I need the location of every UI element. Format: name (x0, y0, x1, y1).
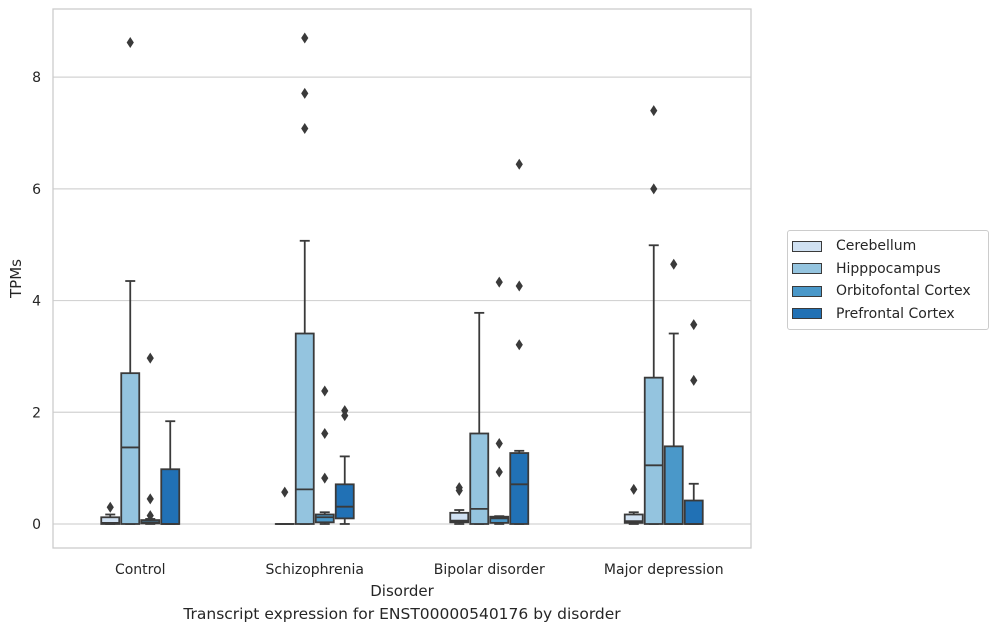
box (314, 385, 335, 525)
x-tick-labels: Control Schizophrenia Bipolar disorder Majo… (115, 562, 724, 578)
box-plot-area (100, 32, 704, 525)
outlier-point (301, 123, 309, 135)
legend-label: Hipppocampus (836, 260, 941, 277)
outlier-point (321, 385, 329, 397)
outlier-point (670, 258, 678, 270)
box-iqr (294, 332, 315, 525)
box-iqr (643, 376, 664, 525)
legend: Cerebellum Hipppocampus Orbitofontal Corte… (787, 230, 989, 330)
legend-label: Orbitofontal Cortex (836, 283, 971, 300)
box-iqr (449, 511, 470, 524)
outlier-point (301, 32, 309, 44)
box (449, 482, 470, 525)
y-tick-label: 0 (32, 517, 41, 533)
box-iqr (334, 483, 355, 520)
y-tick-label: 2 (32, 405, 41, 421)
box-iqr (314, 513, 335, 524)
y-axis-label: TPMs (7, 259, 25, 299)
outlier-point (455, 482, 463, 494)
box (334, 405, 355, 525)
x-tick-label: Control (115, 562, 166, 578)
outlier-point (630, 483, 638, 495)
outlier-point (495, 276, 503, 288)
x-tick-label: Major depression (604, 562, 724, 578)
legend-label: Prefrontal Cortex (836, 305, 955, 322)
box-iqr (160, 468, 181, 525)
box-iqr (469, 432, 490, 525)
box (120, 37, 141, 525)
legend-item: Orbitofontal Cortex (788, 280, 988, 303)
y-tick-label: 8 (32, 70, 41, 86)
box (469, 311, 490, 525)
outlier-point (515, 158, 523, 170)
axes-frame (52, 8, 752, 549)
box (274, 486, 295, 525)
box (140, 352, 161, 525)
y-tick-label: 6 (32, 182, 41, 198)
outlier-point (321, 472, 329, 484)
box-iqr (663, 445, 684, 525)
legend-swatch (792, 285, 822, 297)
outlier-point (650, 105, 658, 117)
outlier-point (146, 352, 154, 364)
outlier-point (690, 374, 698, 386)
outlier-point (495, 438, 503, 450)
outlier-point (515, 339, 523, 351)
box (663, 258, 684, 525)
legend-item: Cerebellum (788, 235, 988, 258)
box (489, 276, 510, 525)
outlier-point (146, 493, 154, 505)
box (509, 158, 530, 525)
outlier-point (341, 405, 349, 417)
box (643, 105, 664, 525)
outlier-point (146, 510, 154, 522)
outlier-point (106, 501, 114, 513)
box (683, 319, 704, 525)
outlier-point (495, 466, 503, 478)
legend-item: Hipppocampus (788, 258, 988, 281)
box (160, 420, 181, 525)
legend-label: Cerebellum (836, 238, 917, 255)
outlier-point (690, 319, 698, 331)
y-tick-label: 4 (32, 294, 41, 310)
box-iqr (683, 499, 704, 525)
outlier-point (515, 280, 523, 292)
legend-swatch (792, 263, 822, 275)
legend-swatch (792, 308, 822, 320)
box (100, 501, 121, 525)
x-axis-label: Disorder (370, 582, 434, 600)
x-tick-label: Schizophrenia (266, 562, 364, 578)
outlier-point (301, 87, 309, 99)
x-tick-label: Bipolar disorder (434, 562, 545, 578)
box-iqr (509, 452, 530, 525)
outlier-point (281, 486, 289, 498)
outlier-point (126, 37, 134, 49)
legend-item: Prefrontal Cortex (788, 303, 988, 326)
box-iqr (100, 516, 121, 525)
chart-caption: Transcript expression for ENST0000054017… (183, 605, 621, 623)
outlier-point (650, 183, 658, 195)
box-iqr (120, 372, 141, 525)
outlier-point (321, 427, 329, 439)
box-iqr (623, 513, 644, 524)
box (623, 483, 644, 525)
y-tick-labels: 0 2 4 6 8 (32, 70, 41, 533)
box-iqr (489, 515, 510, 524)
legend-swatch (792, 240, 822, 252)
box (294, 32, 315, 525)
